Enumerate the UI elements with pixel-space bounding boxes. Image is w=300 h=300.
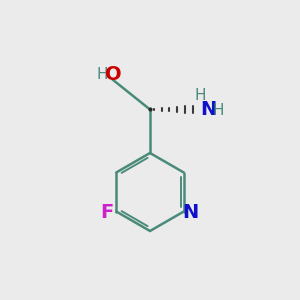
Text: H: H: [213, 103, 224, 118]
Text: F: F: [100, 203, 114, 223]
Text: N: N: [182, 203, 199, 223]
Text: H: H: [96, 68, 108, 82]
Text: H: H: [195, 88, 206, 104]
Text: O: O: [105, 65, 122, 85]
Text: N: N: [200, 100, 216, 119]
